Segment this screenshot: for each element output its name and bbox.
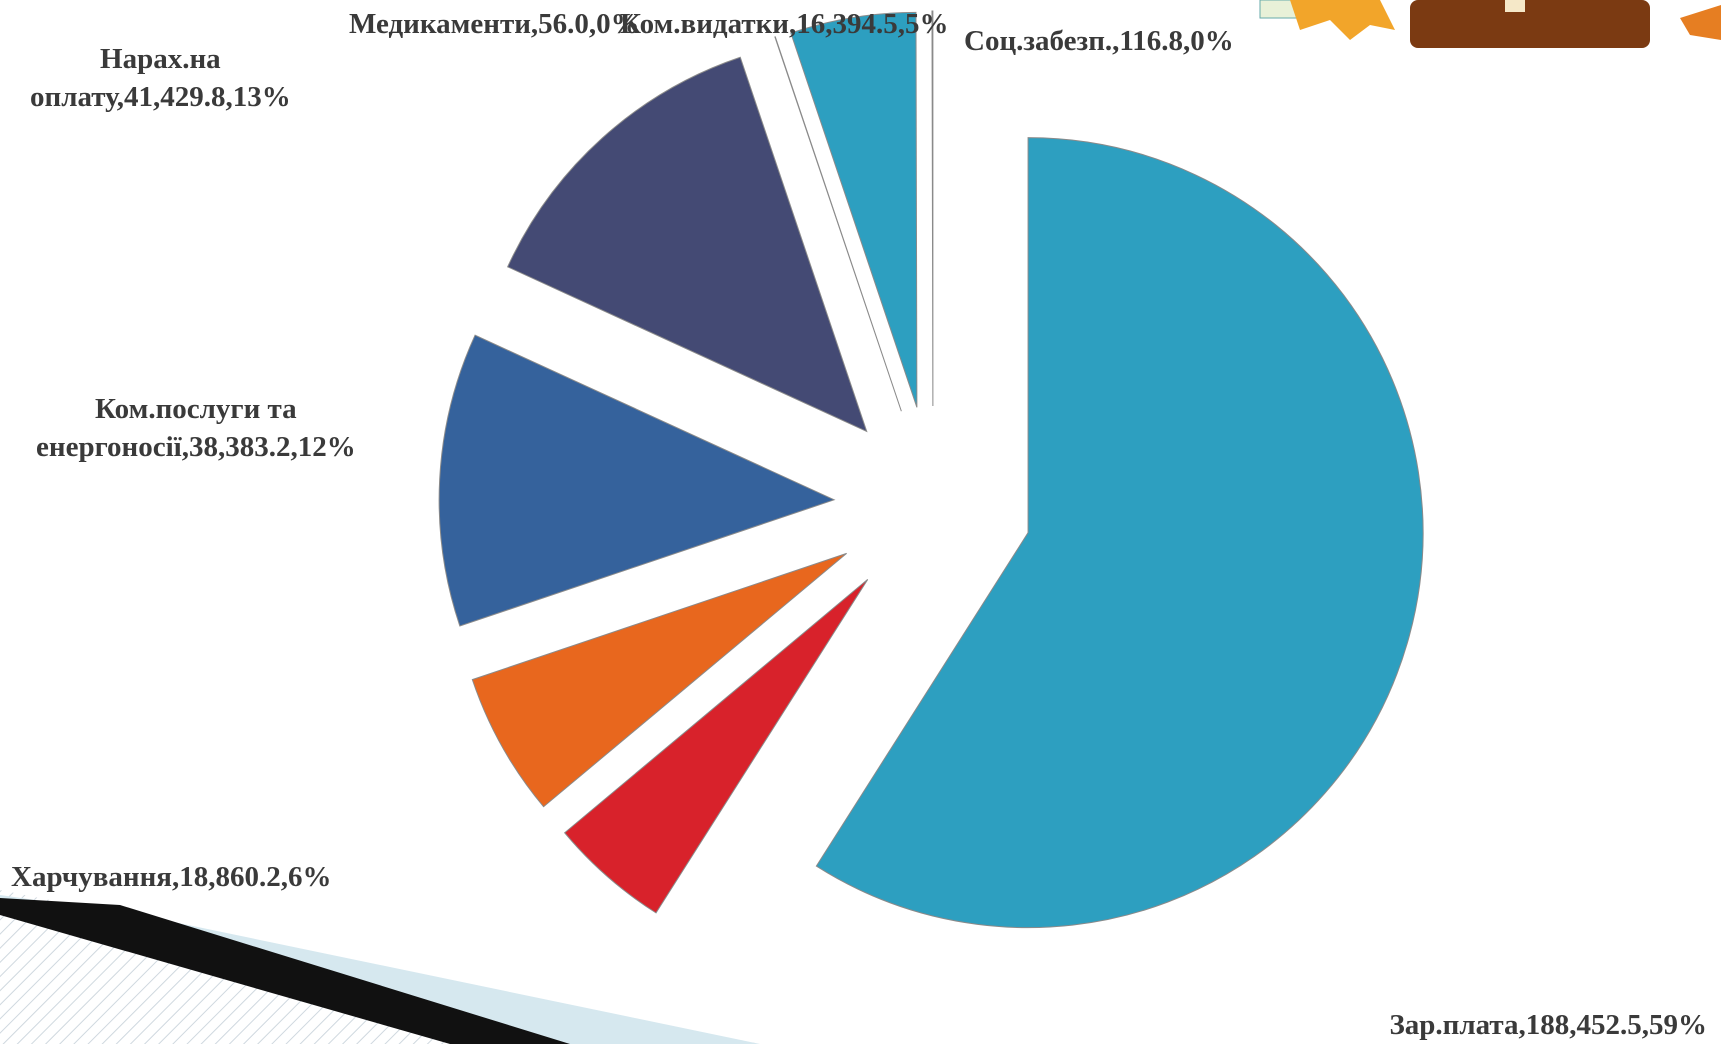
pie-slice <box>932 11 933 406</box>
data-label: Ком.видатки,16,394.5,5% <box>620 5 949 43</box>
data-label: Харчування,18,860.2,6% <box>11 858 331 896</box>
data-label: Соц.забезп.,116.8,0% <box>964 22 1246 60</box>
data-label: Нарах.на оплату,41,429.8,13% <box>30 40 291 116</box>
data-label: Ком.послуги та енергоносії,38,383.2,12% <box>36 390 356 466</box>
data-label: Зар.плата,188,452.5,59% <box>1389 1006 1707 1044</box>
slide: Зар.плата,188,452.5,59% Харчування,18,860… <box>0 0 1721 1044</box>
data-label: Медикаменти,56.0,0% <box>349 5 640 43</box>
